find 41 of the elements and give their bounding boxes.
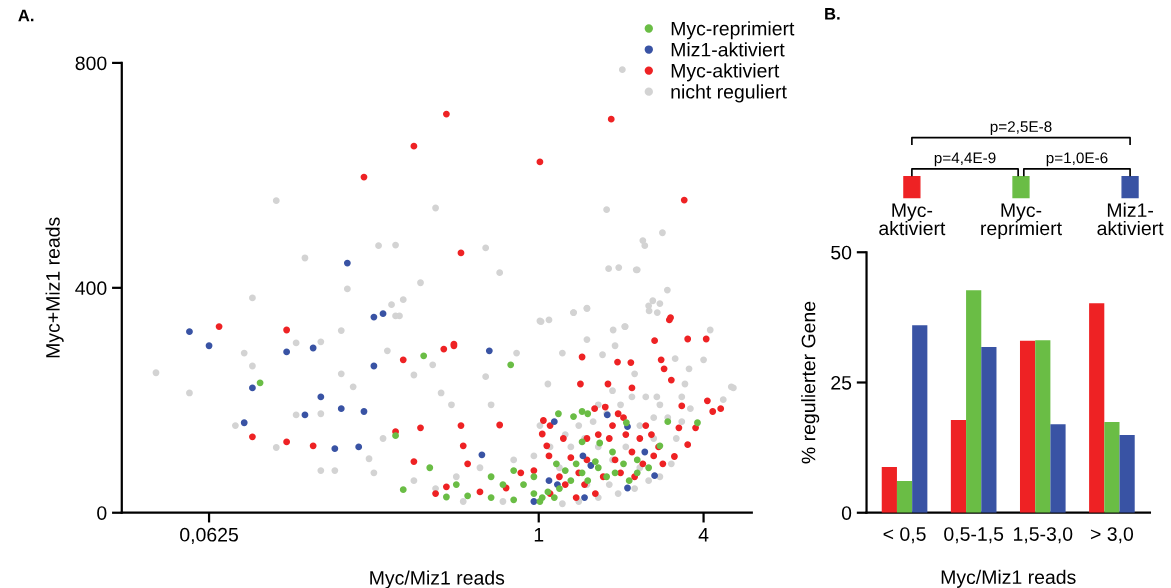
text: p=1,0E-6 [1046, 152, 1108, 167]
x-axis-title: Myc/Miz1 reads [370, 570, 505, 588]
bar [1104, 422, 1120, 513]
bar [881, 466, 897, 513]
legend-label: Myc-aktiviert [879, 203, 946, 236]
legend-label: Myc-reprimiert [981, 203, 1062, 240]
bar [912, 325, 928, 513]
legend-label: Miz1-aktiviert [671, 42, 785, 57]
x-tick-label: > 3,0 [1090, 527, 1134, 544]
bar [1050, 424, 1066, 513]
x-tick-label: < 0,5 [883, 527, 926, 544]
y-tick-label: 400 [75, 281, 107, 296]
bar [950, 420, 967, 513]
y-tick-label: 800 [75, 56, 107, 71]
x-tick-label: 0,5-1,5 [944, 527, 1004, 544]
x-tick-label: 1 [534, 528, 544, 542]
bar [1089, 303, 1105, 513]
legend-label: Myc-reprimiert [671, 21, 795, 40]
x-tick-label: 1,5-3,0 [1014, 527, 1073, 544]
chart-title: B. [825, 8, 840, 20]
bar [896, 480, 913, 513]
y-tick-label: 25 [831, 375, 852, 390]
y-tick-label: 0 [97, 506, 107, 520]
text: p=4,4E-9 [934, 152, 996, 167]
bar [966, 290, 982, 513]
y-tick-label: 50 [831, 245, 852, 260]
bar [981, 347, 997, 513]
legend-label: nicht reguliert [671, 84, 787, 103]
x-tick-label: 0,0625 [180, 527, 238, 544]
y-axis-title: Myc+Miz1 reads [45, 217, 64, 358]
legend-label: Miz1-aktiviert [1097, 202, 1164, 236]
x-tick-label: 4 [698, 528, 709, 542]
chart-title: A. [18, 9, 34, 22]
text: p=2,5E-8 [990, 121, 1052, 136]
y-tick-label: 0 [841, 506, 852, 520]
bar [1119, 435, 1135, 513]
legend-label: Myc-aktiviert [671, 63, 780, 82]
bar [1019, 340, 1036, 513]
x-axis-title: Myc/Miz1 reads [941, 569, 1076, 588]
bar [1035, 340, 1051, 513]
y-axis-title: % regulierter Gene [801, 301, 820, 464]
